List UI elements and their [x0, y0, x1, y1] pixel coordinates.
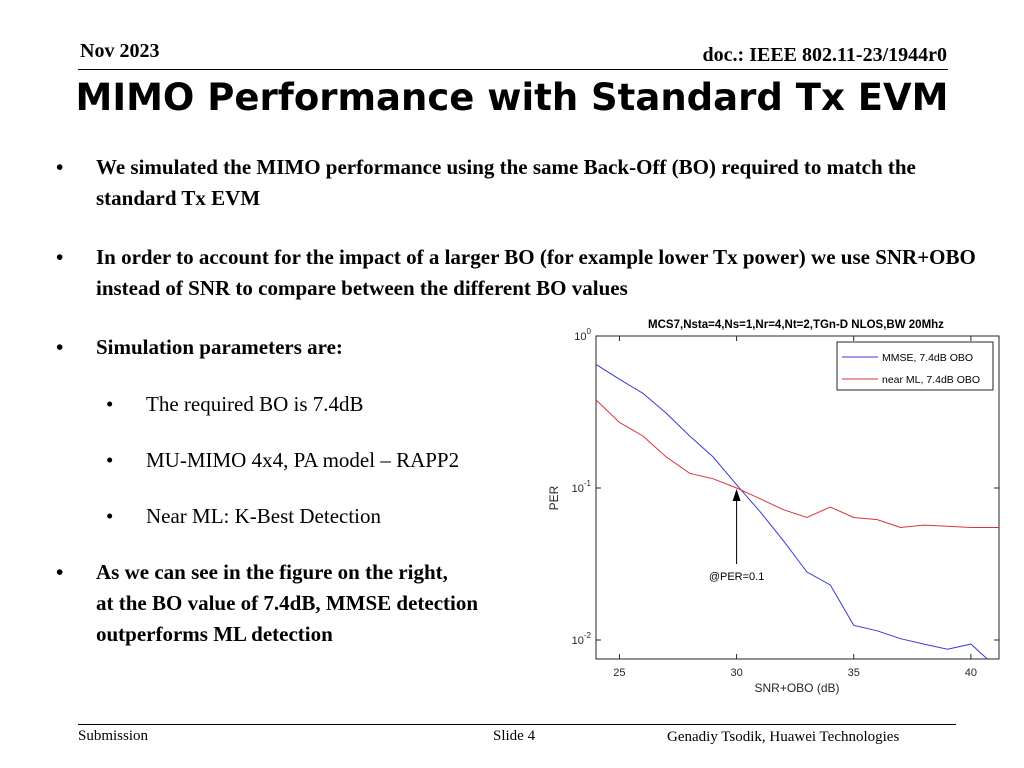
- y-axis-label: PER: [547, 485, 561, 510]
- header-doc-id: doc.: IEEE 802.11-23/1944r0: [702, 44, 947, 66]
- bullet-line: As we can see in the figure on the right…: [96, 560, 448, 584]
- page-title: MIMO Performance with Standard Tx EVM: [75, 76, 949, 119]
- footer-slide-number: Slide 4: [493, 728, 536, 744]
- bullet-list: • We simulated the MIMO performance usin…: [56, 152, 976, 678]
- bullet-text: In order to account for the impact of a …: [96, 245, 976, 300]
- y-tick-label: 10-2: [572, 631, 592, 647]
- bullet-item: • As we can see in the figure on the rig…: [56, 557, 976, 650]
- bullet-text: Simulation parameters are:: [96, 335, 343, 359]
- legend: MMSE, 7.4dB OBO near ML, 7.4dB OBO: [836, 341, 994, 391]
- x-tick-label: 30: [730, 667, 742, 679]
- y-tick-label: 100: [574, 327, 591, 343]
- x-tick-label: 40: [965, 667, 977, 679]
- x-tick-label: 35: [848, 667, 860, 679]
- series-group: [595, 363, 999, 660]
- bullet-line: outperforms ML detection: [96, 622, 333, 646]
- annotation-label: @PER=0.1: [709, 571, 765, 583]
- sub-bullet-text: Near ML: K-Best Detection: [146, 504, 382, 528]
- chart-title: MCS7,Nsta=4,Ns=1,Nr=4,Nt=2,TGn-D NLOS,BW…: [648, 319, 944, 331]
- bullet-icon: •: [56, 245, 64, 269]
- y-tick-label: 10-1: [572, 479, 592, 495]
- bullet-icon: •: [106, 392, 114, 416]
- bullet-icon: •: [106, 504, 114, 528]
- x-axis: 25 30 35 40: [613, 336, 977, 679]
- series-line-mmse: [595, 363, 988, 660]
- bullet-icon: •: [56, 335, 64, 359]
- sub-bullet-item: • MU-MIMO 4x4, PA model – RAPP2: [56, 445, 976, 476]
- sub-bullet-text: MU-MIMO 4x4, PA model – RAPP2: [146, 448, 460, 472]
- footer-submission: Submission: [78, 728, 149, 744]
- sub-bullet-item: • Near ML: K-Best Detection: [56, 501, 976, 532]
- x-tick-label: 25: [613, 667, 625, 679]
- x-axis-label: SNR+OBO (dB): [754, 681, 839, 695]
- sub-bullet-text: The required BO is 7.4dB: [146, 392, 364, 416]
- legend-box: [836, 341, 994, 391]
- bullet-text: As we can see in the figure on the right…: [96, 557, 478, 650]
- y-axis: 100 10-1 10-2: [572, 327, 999, 647]
- header-divider: [78, 69, 948, 70]
- legend-label: near ML, 7.4dB OBO: [882, 374, 980, 386]
- annotation-group: @PER=0.1: [709, 489, 765, 583]
- sub-bullet-item: • The required BO is 7.4dB: [56, 389, 976, 420]
- bullet-icon: •: [106, 448, 114, 472]
- series-line-near-ml: [595, 399, 999, 529]
- bullet-icon: •: [56, 155, 64, 179]
- footer-author: Genadiy Tsodik, Huawei Technologies: [667, 729, 900, 745]
- footer-divider: [78, 724, 956, 725]
- header-date: Nov 2023: [80, 40, 160, 62]
- bullet-icon: •: [56, 560, 64, 584]
- per-chart: MCS7,Nsta=4,Ns=1,Nr=4,Nt=2,TGn-D NLOS,BW…: [540, 312, 1008, 704]
- legend-label: MMSE, 7.4dB OBO: [882, 352, 973, 364]
- bullet-item: • We simulated the MIMO performance usin…: [56, 152, 976, 214]
- bullet-text: We simulated the MIMO performance using …: [96, 155, 916, 210]
- bullet-item: • In order to account for the impact of …: [56, 242, 976, 304]
- bullet-line: at the BO value of 7.4dB, MMSE detection: [96, 591, 479, 615]
- annotation-arrowhead-icon: [732, 489, 741, 502]
- bullet-item: • Simulation parameters are:: [56, 332, 976, 363]
